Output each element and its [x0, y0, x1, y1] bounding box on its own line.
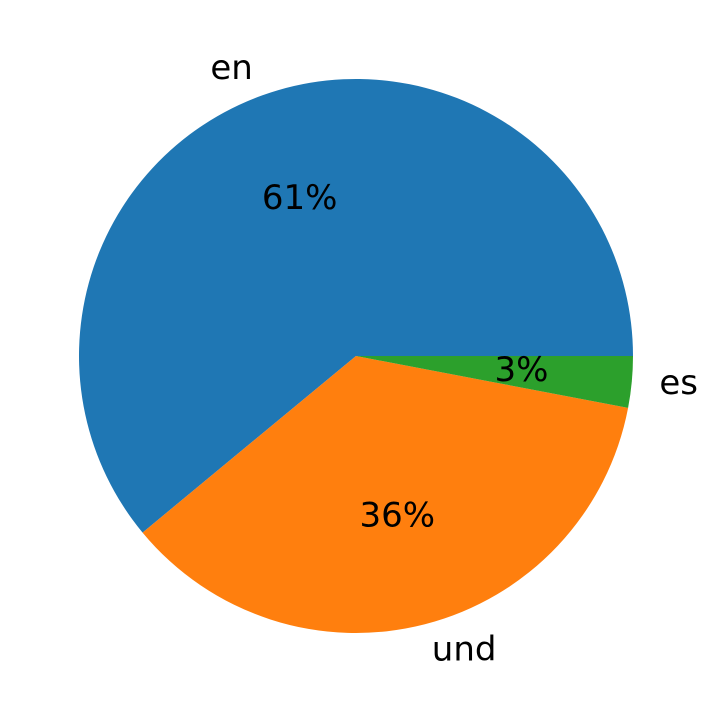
value-label: 36%	[360, 495, 436, 535]
value-label: 61%	[262, 178, 338, 218]
category-label: en	[210, 48, 252, 88]
value-label: 3%	[494, 350, 548, 390]
pie-wedge	[142, 356, 629, 634]
pie-wedge	[78, 78, 634, 533]
pie-wedge	[356, 356, 633, 408]
category-label: und	[432, 630, 497, 670]
category-label: es	[659, 363, 698, 403]
